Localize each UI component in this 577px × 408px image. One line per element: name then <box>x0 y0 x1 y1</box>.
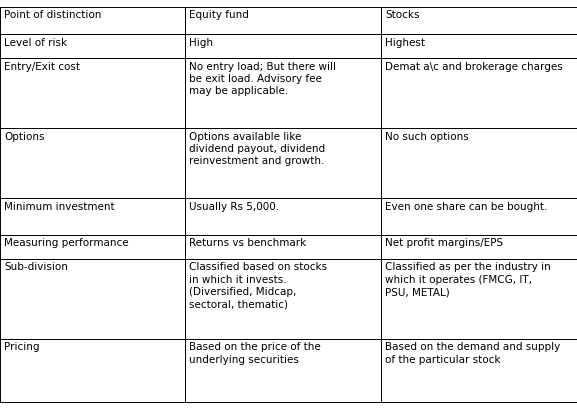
Bar <box>381 33 577 58</box>
Text: Options available like
dividend payout, dividend
reinvestment and growth.: Options available like dividend payout, … <box>189 131 325 166</box>
Text: High: High <box>189 38 213 47</box>
Bar <box>0 127 185 197</box>
Text: Measuring performance: Measuring performance <box>4 239 129 248</box>
Text: Returns vs benchmark: Returns vs benchmark <box>189 239 306 248</box>
Bar <box>381 235 577 259</box>
Text: Net profit margins/EPS: Net profit margins/EPS <box>385 239 503 248</box>
Bar <box>381 58 577 127</box>
Bar <box>185 7 381 33</box>
Bar <box>0 339 185 401</box>
Text: Level of risk: Level of risk <box>4 38 67 47</box>
Bar <box>381 259 577 339</box>
Bar <box>0 259 185 339</box>
Bar <box>0 7 185 33</box>
Text: No such options: No such options <box>385 131 469 142</box>
Bar <box>185 339 381 401</box>
Text: Highest: Highest <box>385 38 425 47</box>
Text: Classified as per the industry in
which it operates (FMCG, IT,
PSU, METAL): Classified as per the industry in which … <box>385 262 551 297</box>
Bar <box>185 58 381 127</box>
Bar <box>0 235 185 259</box>
Bar <box>0 58 185 127</box>
Bar <box>0 33 185 58</box>
Bar <box>185 33 381 58</box>
Text: Classified based on stocks
in which it invests.
(Diversified, Midcap,
sectoral, : Classified based on stocks in which it i… <box>189 262 327 310</box>
Text: Based on the price of the
underlying securities: Based on the price of the underlying sec… <box>189 342 321 365</box>
Text: Equity fund: Equity fund <box>189 11 249 20</box>
Text: Demat a\c and brokerage charges: Demat a\c and brokerage charges <box>385 62 563 71</box>
Text: Minimum investment: Minimum investment <box>4 202 115 211</box>
Text: Stocks: Stocks <box>385 11 419 20</box>
Text: Even one share can be bought.: Even one share can be bought. <box>385 202 548 211</box>
Bar <box>381 7 577 33</box>
Text: No entry load; But there will
be exit load. Advisory fee
may be applicable.: No entry load; But there will be exit lo… <box>189 62 336 96</box>
Bar <box>381 197 577 235</box>
Text: Based on the demand and supply
of the particular stock: Based on the demand and supply of the pa… <box>385 342 560 365</box>
Bar <box>381 339 577 401</box>
Bar <box>185 235 381 259</box>
Text: Point of distinction: Point of distinction <box>4 11 102 20</box>
Bar <box>185 127 381 197</box>
Text: Entry/Exit cost: Entry/Exit cost <box>4 62 80 71</box>
Text: Pricing: Pricing <box>4 342 39 353</box>
Text: Options: Options <box>4 131 44 142</box>
Bar <box>185 197 381 235</box>
Bar <box>381 127 577 197</box>
Bar <box>0 197 185 235</box>
Text: Sub-division: Sub-division <box>4 262 68 273</box>
Bar <box>185 259 381 339</box>
Text: Usually Rs 5,000.: Usually Rs 5,000. <box>189 202 279 211</box>
